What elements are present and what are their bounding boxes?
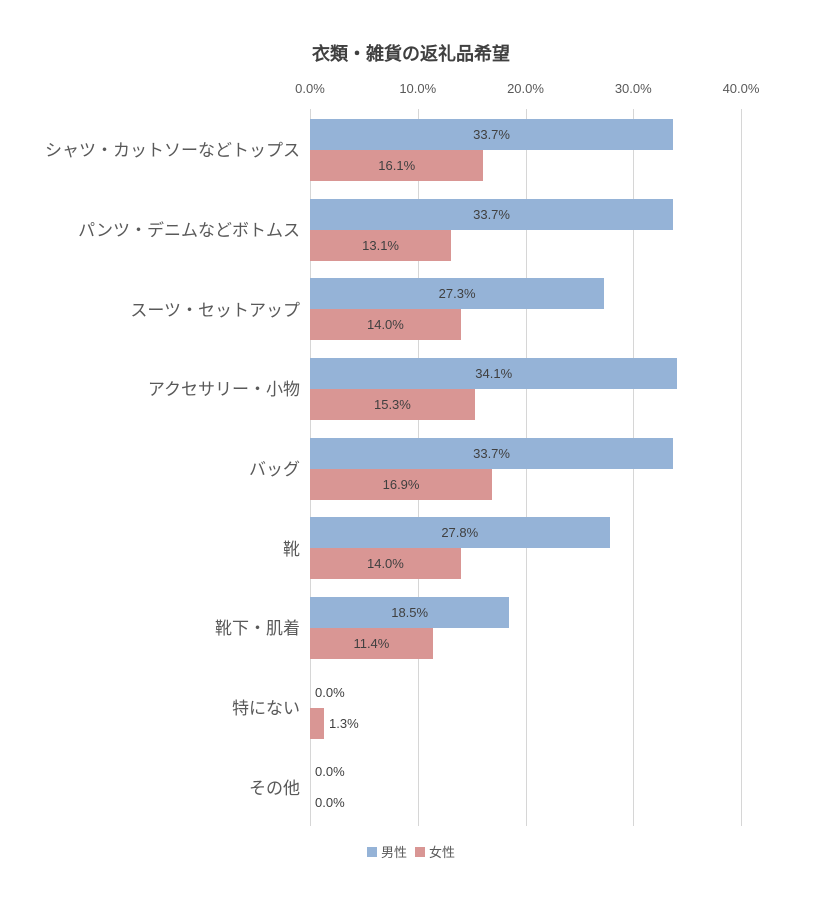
bar-male bbox=[310, 198, 674, 230]
legend: 男性 女性 bbox=[0, 842, 822, 861]
category-label: 靴 bbox=[283, 539, 300, 559]
data-label: 27.8% bbox=[441, 525, 479, 541]
data-label: 16.1% bbox=[378, 158, 416, 173]
legend-item-female: 女性 bbox=[415, 842, 455, 861]
data-label: 34.1% bbox=[475, 366, 513, 381]
bar-male bbox=[310, 597, 510, 628]
data-label: 14.0% bbox=[366, 317, 404, 333]
legend-label-male: 男性 bbox=[380, 845, 407, 860]
legend-item-male: 男性 bbox=[366, 842, 407, 861]
gridline bbox=[741, 109, 742, 826]
x-tick-label: 40.0% bbox=[722, 81, 760, 96]
category-axis: シャツ・カットソーなどトップスパンツ・デニムなどボトムススーツ・セットアップアク… bbox=[0, 109, 300, 826]
x-tick-label: 10.0% bbox=[399, 81, 437, 96]
x-axis-ticks: 0.0% 10.0% 20.0% 30.0% 40.0% bbox=[295, 81, 759, 97]
data-label: 0.0% bbox=[315, 684, 345, 700]
data-label: 15.3% bbox=[373, 397, 411, 412]
category-label: 特にない bbox=[232, 698, 300, 718]
bar-female bbox=[310, 628, 433, 659]
female-series-swatch bbox=[415, 846, 425, 857]
bar-female bbox=[310, 150, 484, 181]
category-label: スーツ・セットアップ bbox=[130, 300, 300, 320]
x-tick-label: 0.0% bbox=[295, 81, 325, 96]
bar-female bbox=[310, 389, 475, 420]
bar-female bbox=[310, 229, 452, 261]
category-label: 靴下・肌着 bbox=[215, 619, 300, 639]
data-label: 13.1% bbox=[362, 237, 399, 253]
data-label: 11.4% bbox=[353, 636, 390, 651]
legend-label-female: 女性 bbox=[429, 845, 456, 860]
bar-female bbox=[310, 548, 461, 580]
data-label: 0.0% bbox=[315, 764, 345, 780]
bar-female bbox=[310, 309, 461, 341]
data-label: 33.7% bbox=[473, 206, 510, 222]
x-tick-label: 30.0% bbox=[614, 81, 652, 96]
data-label: 33.7% bbox=[473, 445, 510, 461]
category-label: バッグ bbox=[249, 459, 300, 479]
male-series-swatch bbox=[366, 846, 377, 857]
bar-female bbox=[310, 707, 324, 739]
bar-male bbox=[310, 119, 674, 150]
x-tick-label: 20.0% bbox=[507, 81, 544, 96]
plot-area: 33.7% 16.1% 33.7% 13.1% 27.3% 14.0% 34.1% 15.3%… bbox=[310, 109, 742, 826]
category-label: シャツ・カットソーなどトップス bbox=[45, 141, 300, 161]
data-label: 1.3% bbox=[329, 715, 359, 731]
data-label: 16.9% bbox=[382, 476, 420, 492]
bar-male bbox=[310, 517, 610, 549]
data-label: 27.3% bbox=[438, 286, 476, 302]
bar-male bbox=[310, 437, 674, 469]
data-label: 18.5% bbox=[391, 605, 429, 620]
bar-male bbox=[310, 278, 605, 310]
category-label: パンツ・デニムなどボトムス bbox=[78, 220, 300, 240]
category-label: その他 bbox=[249, 778, 300, 798]
chart-title: 衣類・雑貨の返礼品希望 bbox=[312, 44, 510, 64]
category-label: アクセサリー・小物 bbox=[147, 380, 300, 400]
data-label: 14.0% bbox=[366, 556, 404, 572]
data-label: 33.7% bbox=[473, 127, 510, 142]
bar-female bbox=[310, 468, 493, 500]
bar-male bbox=[310, 358, 678, 389]
data-label: 0.0% bbox=[315, 795, 345, 811]
